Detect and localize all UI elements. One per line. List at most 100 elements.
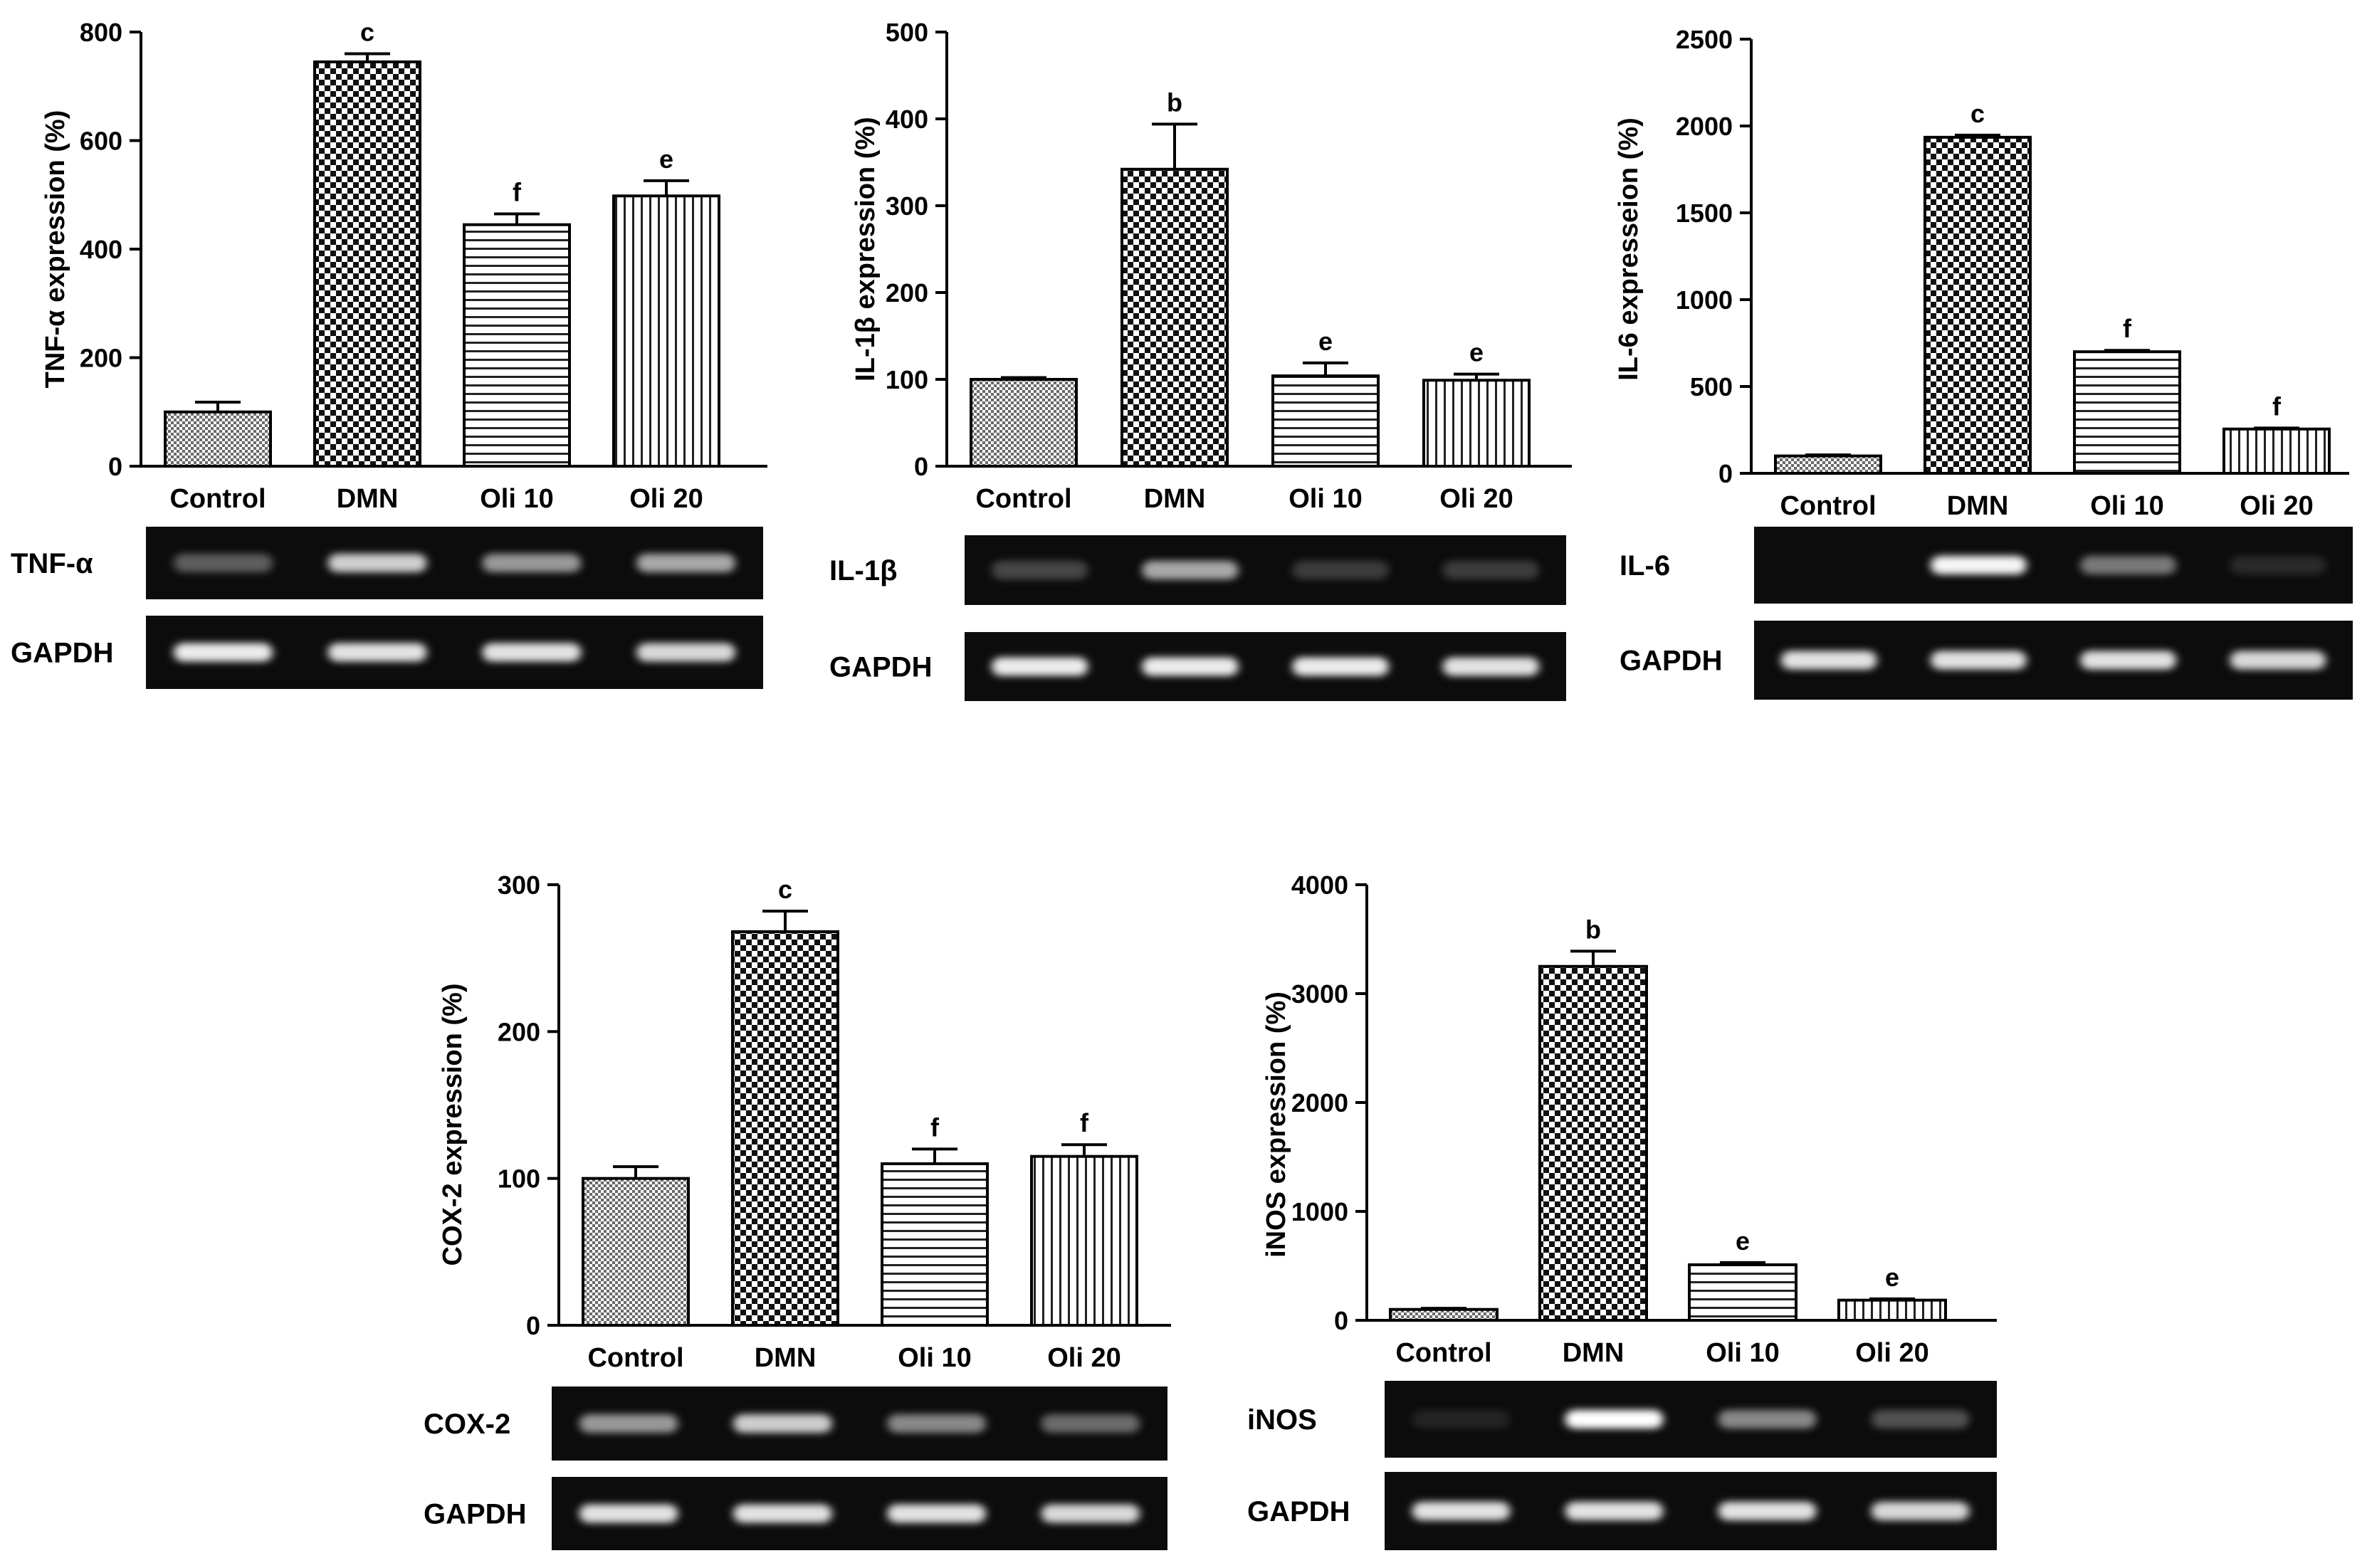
chart-panel-3: 0 500 1000 1500 2000 2500 IL-6 expresseion (%)… — [1614, 25, 2353, 700]
gel-band — [887, 1504, 986, 1523]
bar — [970, 378, 1078, 468]
significance-label: e — [1469, 338, 1484, 367]
x-tick-label: Oli 10 — [1289, 484, 1363, 514]
significance-label: f — [2272, 391, 2282, 421]
gel-band — [636, 643, 735, 662]
gel-band — [1142, 561, 1239, 579]
bar — [463, 223, 571, 468]
x-tick-label: Oli 10 — [898, 1343, 972, 1373]
blot-gapdh-label: GAPDH — [829, 652, 932, 683]
bar — [164, 410, 272, 468]
bar — [1688, 1263, 1797, 1322]
x-tick-label: Control — [169, 484, 266, 514]
y-tick-label: 300 — [886, 191, 928, 221]
gel-band — [579, 1414, 678, 1433]
gel-band — [1565, 1410, 1664, 1428]
significance-label: b — [1585, 915, 1601, 944]
bar — [881, 1162, 989, 1327]
y-tick-label: 400 — [80, 235, 122, 264]
gel-band — [482, 643, 582, 662]
x-tick-label: DMN — [337, 484, 399, 514]
gel-band — [482, 554, 582, 572]
gel-band — [887, 1414, 986, 1433]
blot-gapdh-label: GAPDH — [1247, 1496, 1350, 1527]
bar — [731, 930, 839, 1327]
significance-label: f — [1080, 1108, 1089, 1137]
bar — [582, 1177, 690, 1327]
blot-gapdh-label: GAPDH — [1620, 646, 1722, 677]
significance-label: c — [778, 875, 792, 904]
blot-gapdh-label: GAPDH — [11, 638, 113, 669]
significance-label: e — [1885, 1263, 1899, 1292]
chart-panel-4: 0 100 200 300 COX-2 expression (%) Control c DM… — [424, 870, 1171, 1550]
gel-band — [1412, 1410, 1511, 1428]
gel-band — [2230, 556, 2326, 574]
y-tick-label: 100 — [498, 1164, 540, 1194]
y-tick-label: 600 — [80, 127, 122, 156]
gel-band — [733, 1414, 832, 1433]
gel-band — [2230, 651, 2326, 670]
gel-band — [1780, 651, 1877, 670]
blot-gapdh-label: GAPDH — [424, 1499, 526, 1530]
gel-band — [2080, 556, 2176, 574]
gel-band — [1718, 1502, 1817, 1520]
x-tick-label: Oli 20 — [2240, 491, 2314, 521]
y-axis-label: COX-2 expression (%) — [438, 984, 468, 1266]
gel-band — [1931, 556, 2027, 574]
y-tick-label: 200 — [498, 1017, 540, 1046]
chart-panel-2: 0 100 200 300 400 500 IL-1β expression (%) Cont… — [829, 18, 1572, 701]
x-tick-label: Oli 10 — [2090, 491, 2164, 521]
x-tick-label: Control — [975, 484, 1071, 514]
gel-band — [1142, 657, 1239, 676]
gel-band — [1871, 1502, 1970, 1520]
gel-band — [992, 561, 1088, 579]
bar — [1030, 1154, 1138, 1327]
y-tick-label: 3000 — [1291, 979, 1348, 1009]
gel-band — [1871, 1410, 1970, 1428]
y-tick-label: 1000 — [1676, 285, 1733, 315]
gel-band — [1041, 1504, 1140, 1523]
gel-band — [1412, 1502, 1511, 1520]
x-tick-label: DMN — [1144, 484, 1206, 514]
gel-band — [174, 643, 273, 662]
gel-band — [327, 554, 427, 572]
chart-panel-1: 0 200 400 600 800 TNF-α expression (%) Control… — [11, 18, 767, 689]
y-tick-label: 0 — [108, 452, 122, 481]
y-tick-label: 0 — [526, 1311, 540, 1340]
significance-label: c — [360, 18, 374, 47]
x-tick-label: Oli 20 — [1047, 1343, 1121, 1373]
blot-target-label: iNOS — [1247, 1404, 1317, 1436]
y-tick-label: 2500 — [1676, 25, 1733, 54]
blot-target-label: IL-6 — [1620, 550, 1670, 582]
bar — [1774, 454, 1882, 475]
gel-band — [1565, 1502, 1664, 1520]
bar — [1120, 167, 1229, 468]
y-axis-label: IL-1β expression (%) — [851, 117, 881, 382]
blot-target-label: COX-2 — [424, 1409, 510, 1440]
y-tick-label: 2000 — [1291, 1088, 1348, 1117]
x-tick-label: Oli 20 — [1855, 1338, 1929, 1368]
blot-target-label: IL-1β — [829, 555, 898, 586]
y-tick-label: 0 — [1334, 1306, 1348, 1335]
y-tick-label: 1000 — [1291, 1197, 1348, 1226]
significance-label: e — [1736, 1226, 1750, 1256]
y-axis-label: iNOS expression (%) — [1261, 991, 1291, 1258]
significance-label: c — [1970, 99, 1985, 128]
y-axis-label: TNF-α expression (%) — [41, 110, 70, 389]
bar — [2222, 427, 2331, 475]
gel-band — [1718, 1410, 1817, 1428]
gel-band — [327, 643, 427, 662]
gel-band — [636, 554, 735, 572]
bar — [612, 194, 720, 468]
y-tick-label: 400 — [886, 105, 928, 134]
bar — [1389, 1307, 1499, 1322]
chart-panel-5: 0 1000 2000 3000 4000 iNOS expression (%) Cont… — [1247, 870, 1997, 1550]
y-tick-label: 100 — [886, 365, 928, 394]
y-tick-label: 200 — [886, 278, 928, 307]
y-tick-label: 4000 — [1291, 870, 1348, 900]
x-tick-label: Oli 10 — [480, 484, 554, 514]
significance-label: f — [513, 177, 522, 206]
gel-band — [579, 1504, 678, 1523]
significance-label: b — [1167, 88, 1182, 117]
